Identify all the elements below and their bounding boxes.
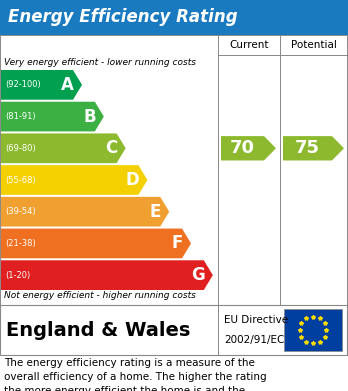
Text: England & Wales: England & Wales — [6, 321, 190, 339]
Bar — [0, 305, 347, 355]
Polygon shape — [1, 260, 213, 290]
Text: B: B — [83, 108, 96, 126]
Text: (1-20): (1-20) — [5, 271, 30, 280]
Text: (55-68): (55-68) — [5, 176, 36, 185]
Text: (21-38): (21-38) — [5, 239, 36, 248]
Text: A: A — [61, 76, 74, 94]
Polygon shape — [1, 165, 148, 195]
Text: EU Directive: EU Directive — [224, 315, 288, 325]
Text: F: F — [172, 235, 183, 253]
Bar — [0, 0, 348, 35]
Text: 70: 70 — [230, 139, 255, 157]
Text: Not energy efficient - higher running costs: Not energy efficient - higher running co… — [4, 291, 196, 300]
Polygon shape — [221, 136, 276, 160]
Polygon shape — [283, 136, 344, 160]
Text: Energy Efficiency Rating: Energy Efficiency Rating — [8, 9, 238, 27]
Text: D: D — [126, 171, 140, 189]
Polygon shape — [1, 133, 126, 163]
Polygon shape — [1, 229, 191, 258]
Text: Potential: Potential — [291, 40, 337, 50]
Text: C: C — [105, 139, 118, 157]
Text: Very energy efficient - lower running costs: Very energy efficient - lower running co… — [4, 58, 196, 67]
Text: E: E — [150, 203, 161, 221]
Bar — [284, 309, 342, 351]
Text: The energy efficiency rating is a measure of the
overall efficiency of a home. T: The energy efficiency rating is a measur… — [4, 358, 267, 391]
Text: Current: Current — [229, 40, 269, 50]
Polygon shape — [1, 70, 82, 100]
Text: 2002/91/EC: 2002/91/EC — [224, 335, 284, 345]
Text: (69-80): (69-80) — [5, 144, 36, 153]
Text: G: G — [191, 266, 205, 284]
Polygon shape — [1, 102, 104, 131]
Text: 75: 75 — [295, 139, 320, 157]
Text: (92-100): (92-100) — [5, 81, 41, 90]
Text: (39-54): (39-54) — [5, 207, 35, 216]
Text: (81-91): (81-91) — [5, 112, 35, 121]
Polygon shape — [1, 197, 169, 226]
Bar — [0, 35, 347, 305]
